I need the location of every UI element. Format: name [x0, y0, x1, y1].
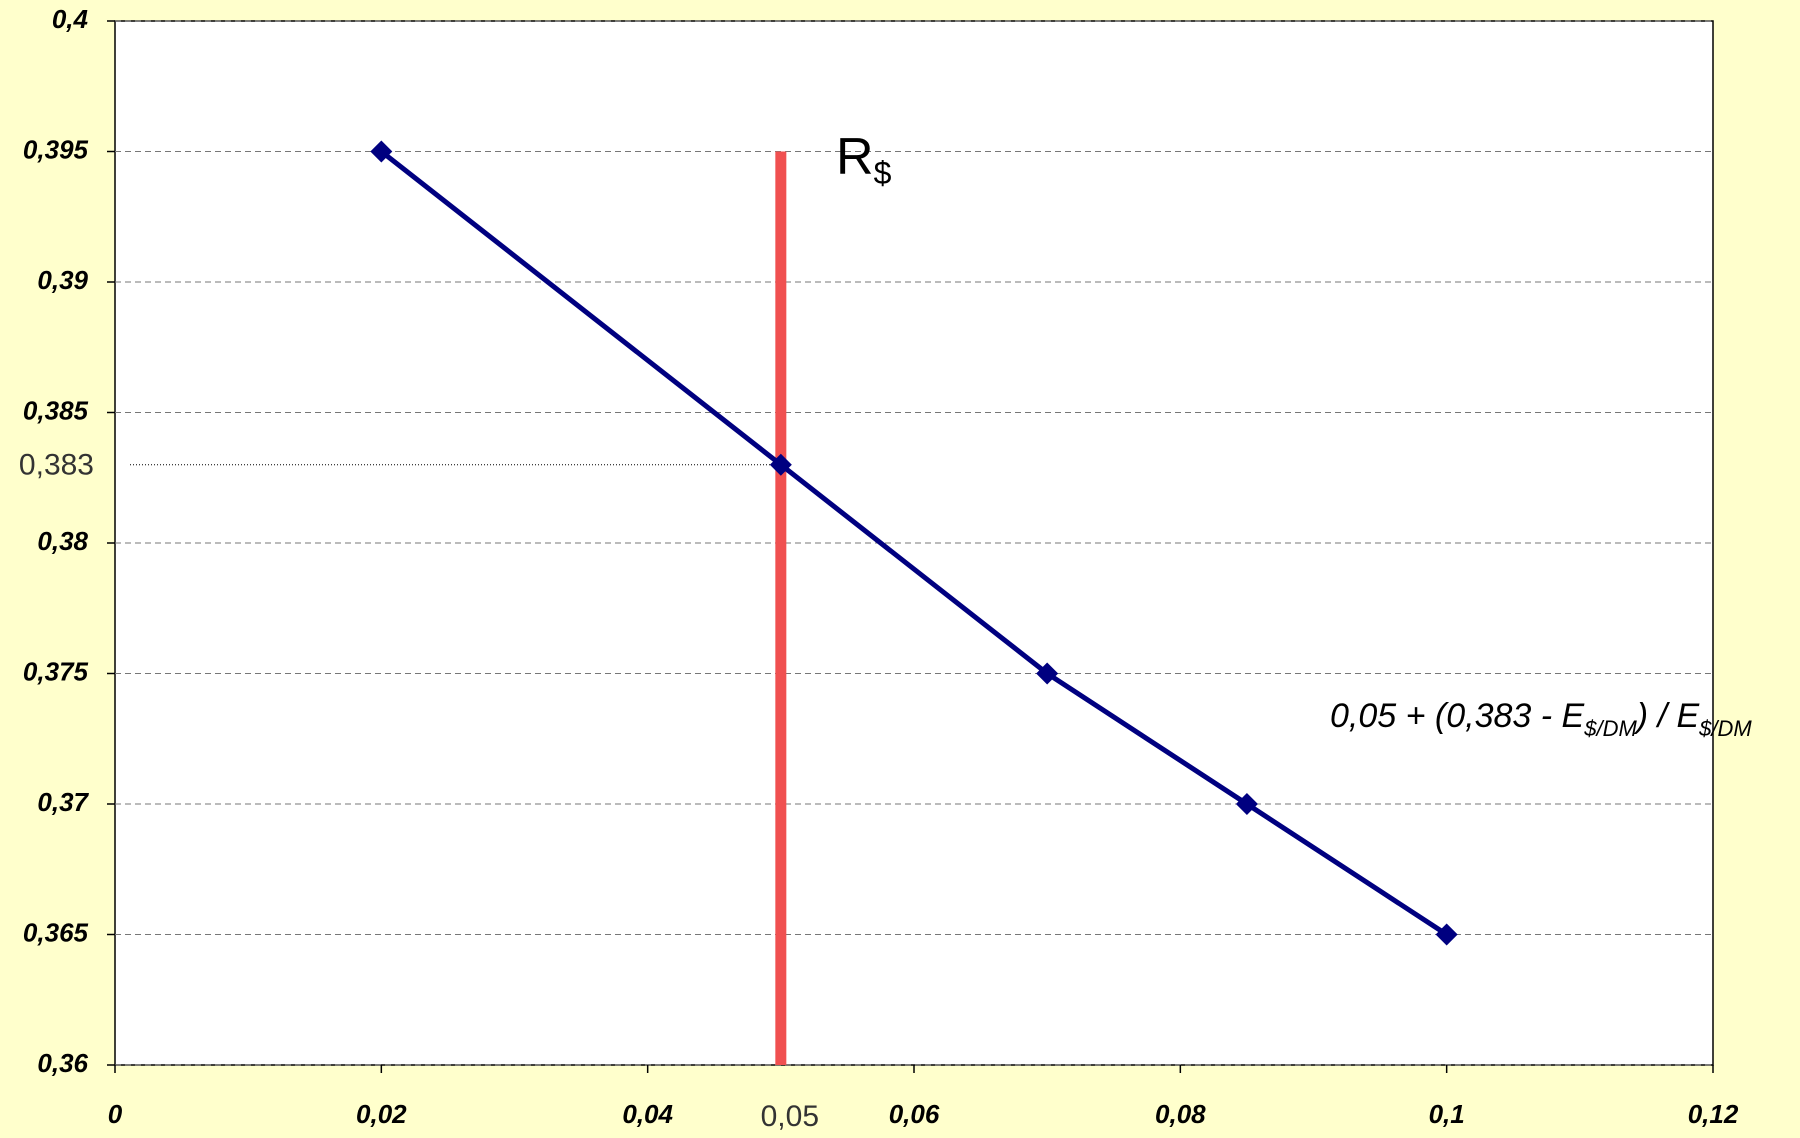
y-tick-label: 0,375	[23, 656, 89, 686]
y-tick-label: 0,38	[37, 526, 88, 556]
data-point	[769, 453, 792, 476]
y-tick-label: 0,39	[37, 265, 88, 295]
x-tick-label: 0,08	[1155, 1099, 1206, 1129]
reference-label: 0,05	[761, 1100, 819, 1133]
annotation: R$	[836, 128, 892, 192]
x-tick-label: 0	[108, 1099, 123, 1129]
annotation-subscript: $/DM	[1583, 716, 1637, 741]
y-tick-label: 0,395	[23, 134, 89, 164]
x-tick-label: 0,04	[622, 1099, 673, 1129]
y-tick-label: 0,4	[52, 4, 89, 34]
data-point	[1036, 662, 1059, 685]
y-tick-label: 0,37	[37, 787, 89, 817]
annotation-text: R	[836, 128, 874, 186]
annotation: 0,05 + (0,383 - E$/DM) / E$/DM	[1330, 697, 1752, 741]
annotation-text: 0,05 + (0,383 - E	[1330, 697, 1585, 735]
annotation-subscript: $	[874, 155, 892, 191]
y-tick-label: 0,385	[23, 395, 89, 425]
x-tick-label: 0,02	[356, 1099, 407, 1129]
x-tick-label: 0,06	[889, 1099, 940, 1129]
y-tick-label: 0,36	[37, 1048, 88, 1078]
reference-label: 0,383	[19, 449, 94, 482]
data-point	[1235, 793, 1258, 815]
annotation-text: ) / E	[1633, 697, 1700, 735]
y-tick-label: 0,365	[23, 917, 89, 947]
annotation-subscript: $/DM	[1698, 716, 1752, 741]
data-point	[370, 140, 393, 163]
plot-area	[114, 20, 1714, 1066]
x-tick-label: 0,1	[1429, 1099, 1465, 1129]
data-point	[1435, 923, 1458, 946]
x-tick-label: 0,12	[1688, 1099, 1739, 1129]
